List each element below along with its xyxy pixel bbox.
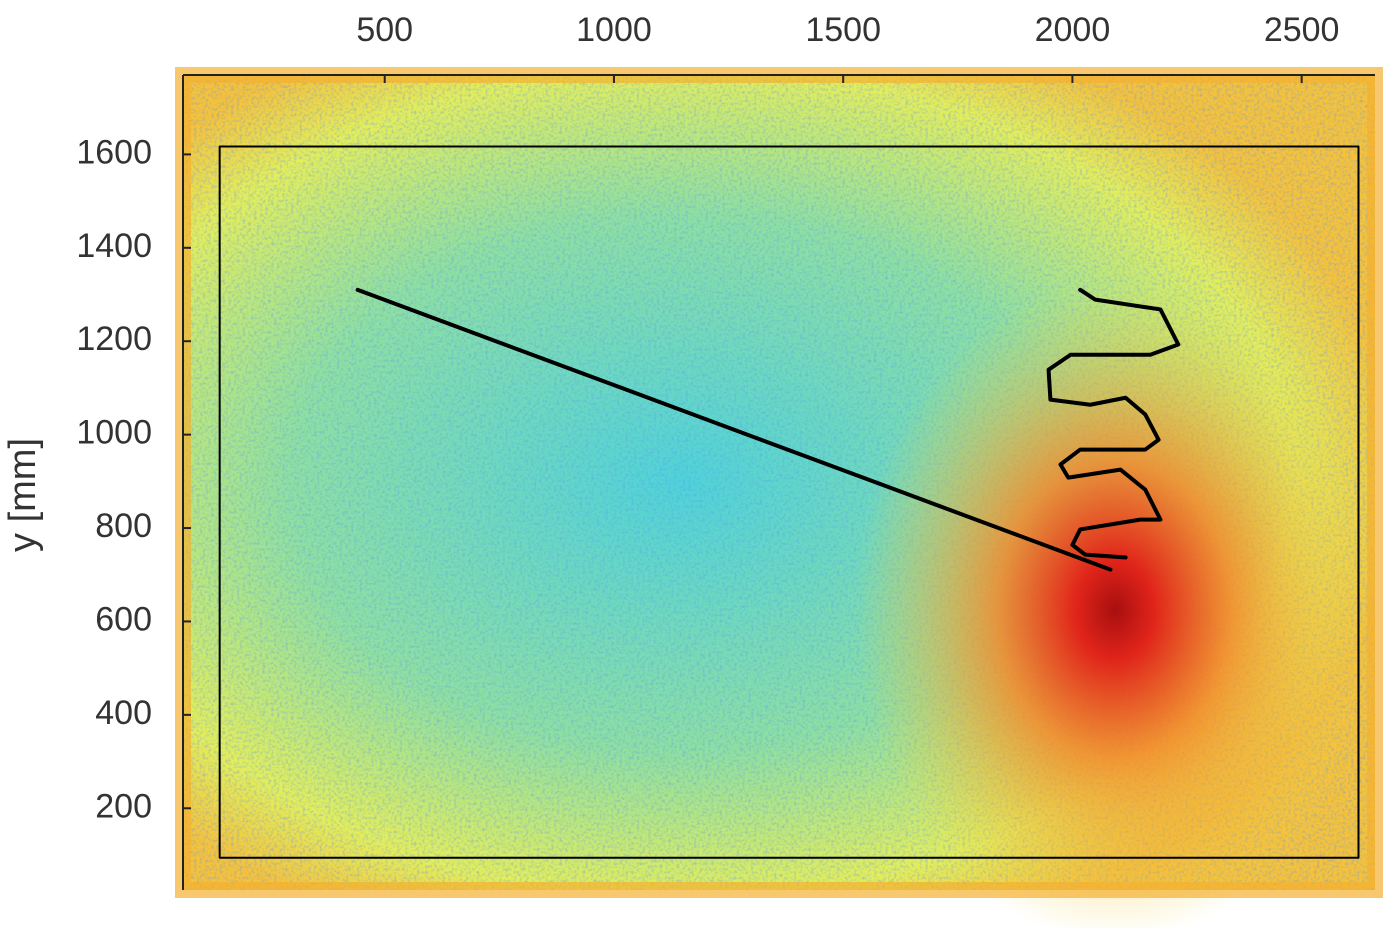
y-tick-label: 1600 [76,133,152,171]
line-path [218,145,1360,859]
y-tick-label: 1400 [76,227,152,265]
x-tick-label: 2000 [1035,11,1111,49]
x-tick-label: 500 [356,11,413,49]
y-tick-label: 1200 [76,320,152,358]
y-tick-label: 400 [95,694,152,732]
y-tick-label: 800 [95,507,152,545]
y-tick-label: 200 [95,787,152,825]
line-path [1046,287,1181,560]
x-tick-label: 2500 [1264,11,1340,49]
x-tick-label: 1000 [576,11,652,49]
y-tick-label: 600 [95,600,152,638]
x-tick-label: 1500 [805,11,881,49]
y-tick-label: 1000 [76,414,152,452]
y-axis-label: y [mm] [2,438,44,552]
heatmap [175,67,1383,928]
line-path [355,287,1113,572]
